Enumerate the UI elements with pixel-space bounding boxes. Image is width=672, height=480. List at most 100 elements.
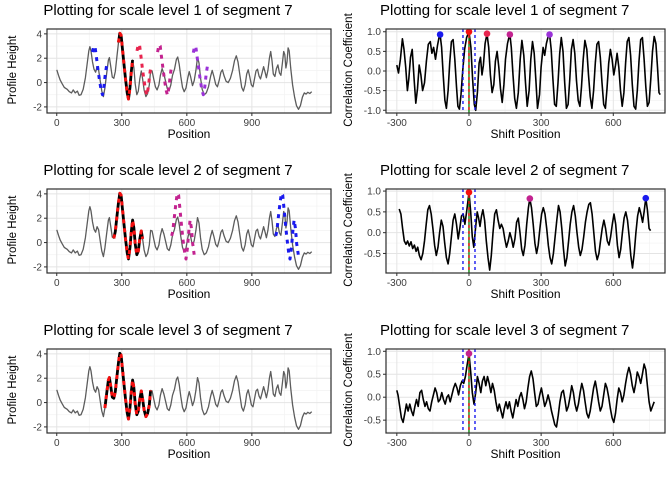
- plot-title: Plotting for scale level 3 of segment 7: [380, 322, 630, 339]
- y-tick-label: -2: [33, 102, 42, 113]
- axis-ticks: -300 0 300 600 -0.5 0.0 0.5 1.0: [364, 347, 622, 449]
- x-tick-label: 600: [178, 438, 195, 449]
- panel-border: [385, 348, 666, 434]
- x-tick-label: -300: [387, 118, 407, 129]
- series-group: [396, 349, 655, 433]
- x-tick-label: 300: [113, 438, 130, 449]
- y-tick-label: 0: [36, 78, 42, 89]
- x-axis-label: Shift Position: [490, 127, 561, 141]
- peak-marker-red: [465, 189, 473, 196]
- y-tick-label: 2: [36, 374, 42, 385]
- series-group: [56, 191, 313, 270]
- y-tick-label: 0.0: [367, 393, 381, 404]
- x-tick-label: 0: [54, 278, 60, 289]
- series-match-magenta: [170, 191, 196, 261]
- x-tick-label: 900: [244, 438, 261, 449]
- profile-plot-level2: 0 300 600 900 -2 0 2 4: [33, 188, 332, 289]
- y-tick-label: 0.5: [367, 47, 381, 58]
- peak-marker-crimson: [483, 30, 491, 38]
- y-tick-label: 0.5: [367, 207, 381, 218]
- y-tick-label: -2: [33, 262, 42, 273]
- x-axis-label: Shift Position: [490, 287, 561, 301]
- axis-ticks: 0 300 600 900 -2 0 2 4: [33, 29, 261, 129]
- y-tick-label: 0.5: [367, 370, 381, 381]
- correlation-plot-level2: -300 0 300 600 -0.5 0.0 0.5 1.0: [364, 187, 666, 289]
- peak-marker-purple: [546, 31, 553, 38]
- x-axis-label: Position: [167, 447, 211, 461]
- x-tick-label: 600: [605, 118, 622, 129]
- correlation-plot-level1: -300 0 300 600 -1.0 -0.5 0.0 0.5 1.0: [364, 27, 666, 129]
- y-tick-label: 4: [36, 29, 42, 40]
- x-tick-label: 600: [178, 118, 195, 129]
- profile-plot-level1: 0 300 600 900 -2 0 2 4: [33, 28, 332, 129]
- y-tick-label: -1.0: [364, 106, 382, 117]
- x-tick-label: -300: [387, 438, 407, 449]
- profile-plot-level3: 0 300 600 900 -2 0 2 4: [33, 348, 332, 449]
- x-axis-label: Shift Position: [490, 447, 561, 461]
- x-tick-label: -300: [387, 278, 407, 289]
- plot-title: Plotting for scale level 3 of segment 7: [43, 322, 293, 339]
- y-tick-label: 0.0: [367, 228, 381, 239]
- peak-marker-blue: [642, 194, 650, 202]
- y-tick-label: 0: [36, 238, 42, 249]
- y-tick-label: -0.5: [364, 249, 382, 260]
- y-tick-label: 1.0: [367, 187, 381, 198]
- y-tick-label: 1.0: [367, 27, 381, 38]
- x-axis-label: Position: [167, 127, 211, 141]
- y-tick-label: 4: [36, 189, 42, 200]
- y-tick-label: 0: [36, 398, 42, 409]
- series-match-magenta: [156, 43, 174, 97]
- x-tick-label: 0: [466, 438, 472, 449]
- x-tick-label: 0: [54, 118, 60, 129]
- peak-marker-magenta: [506, 31, 514, 38]
- plot-cell-correlation-level3: Plotting for scale level 3 of segment 7 …: [336, 320, 672, 480]
- series-correlation: [396, 352, 655, 428]
- x-tick-label: 0: [54, 438, 60, 449]
- plot-cell-profile-level2: Plotting for scale level 2 of segment 7 …: [0, 160, 336, 320]
- x-axis-label: Position: [167, 287, 211, 301]
- plot-title: Plotting for scale level 1 of segment 7: [43, 2, 293, 19]
- panel-border: [46, 28, 332, 114]
- panel-border: [46, 348, 332, 434]
- series-template-match-red: [112, 191, 145, 261]
- series-group: [56, 31, 313, 110]
- axis-ticks: 0 300 600 900 -2 0 2 4: [33, 189, 261, 289]
- plot-cell-correlation-level2: Plotting for scale level 2 of segment 7 …: [336, 160, 672, 320]
- peak-marker-red: [465, 28, 473, 36]
- axis-ticks: -300 0 300 600 -1.0 -0.5 0.0 0.5 1.0: [364, 27, 622, 129]
- y-tick-label: -0.5: [364, 416, 382, 427]
- plot-title: Plotting for scale level 2 of segment 7: [380, 162, 630, 179]
- y-tick-label: -2: [33, 422, 42, 433]
- x-tick-label: 300: [113, 278, 130, 289]
- x-tick-label: 600: [605, 438, 622, 449]
- series-template-match-red: [117, 31, 135, 101]
- axis-ticks: 0 300 600 900 -2 0 2 4: [33, 349, 261, 449]
- x-tick-label: 0: [466, 278, 472, 289]
- series-correlation: [398, 191, 652, 271]
- series-match-blue: [274, 191, 300, 261]
- x-tick-label: 0: [466, 118, 472, 129]
- plot-cell-profile-level3: Plotting for scale level 3 of segment 7 …: [0, 320, 336, 480]
- peak-marker-magenta: [465, 350, 473, 357]
- correlation-plot-level3: -300 0 300 600 -0.5 0.0 0.5 1.0: [364, 347, 666, 449]
- y-tick-label: 0.0: [367, 67, 381, 78]
- x-tick-label: 900: [244, 278, 261, 289]
- y-tick-label: 2: [36, 54, 42, 65]
- peak-marker-blue: [436, 31, 444, 38]
- series-template: [103, 351, 152, 421]
- series-correlation: [396, 30, 661, 112]
- y-tick-label: -0.5: [364, 86, 382, 97]
- plot-cell-profile-level1: Plotting for scale level 1 of segment 7 …: [0, 0, 336, 160]
- series-match-crimson: [135, 42, 153, 97]
- panel-border: [385, 188, 666, 274]
- x-tick-label: 600: [605, 278, 622, 289]
- x-tick-label: 300: [533, 278, 550, 289]
- x-tick-label: 600: [178, 278, 195, 289]
- plot-title: Plotting for scale level 2 of segment 7: [43, 162, 293, 179]
- y-tick-label: 4: [36, 349, 42, 360]
- x-tick-label: 300: [533, 118, 550, 129]
- x-tick-label: 300: [533, 438, 550, 449]
- series-group: [56, 351, 313, 430]
- panel-border: [46, 188, 332, 274]
